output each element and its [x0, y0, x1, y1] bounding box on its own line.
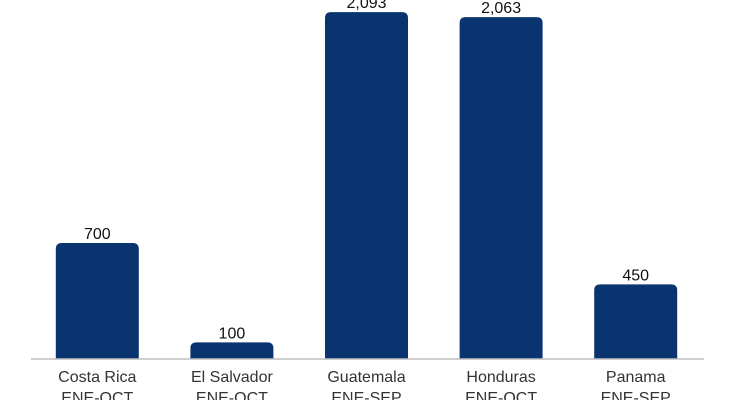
- value-label: 100: [219, 325, 246, 342]
- bar-el-salvador: [190, 342, 274, 359]
- value-label: 450: [622, 267, 649, 284]
- bar-panama: [594, 284, 678, 359]
- value-label: 2,093: [346, 0, 386, 12]
- bars-group: [55, 12, 678, 359]
- category-label: Costa Rica: [58, 369, 136, 386]
- category-label: El Salvador: [191, 369, 273, 386]
- category-period-label: ENE-OCT: [196, 390, 268, 400]
- category-period-label: ENE-OCT: [61, 390, 133, 400]
- category-period-label: ENE-SEP: [331, 390, 401, 400]
- bar-costa-rica: [55, 243, 139, 359]
- bar-honduras: [459, 17, 543, 359]
- value-label: 700: [84, 226, 111, 243]
- category-label: Panama: [606, 369, 666, 386]
- category-period-label: ENE-OCT: [465, 390, 537, 400]
- labels-group: 700 Costa Rica ENE-OCT 100 El Salvador ENE-OC…: [58, 0, 671, 400]
- bar-guatemala: [325, 12, 408, 359]
- category-period-label: ENE-SEP: [601, 390, 671, 400]
- category-label: Honduras: [466, 369, 535, 386]
- value-label: 2,063: [481, 0, 521, 17]
- category-label: Guatemala: [327, 369, 405, 386]
